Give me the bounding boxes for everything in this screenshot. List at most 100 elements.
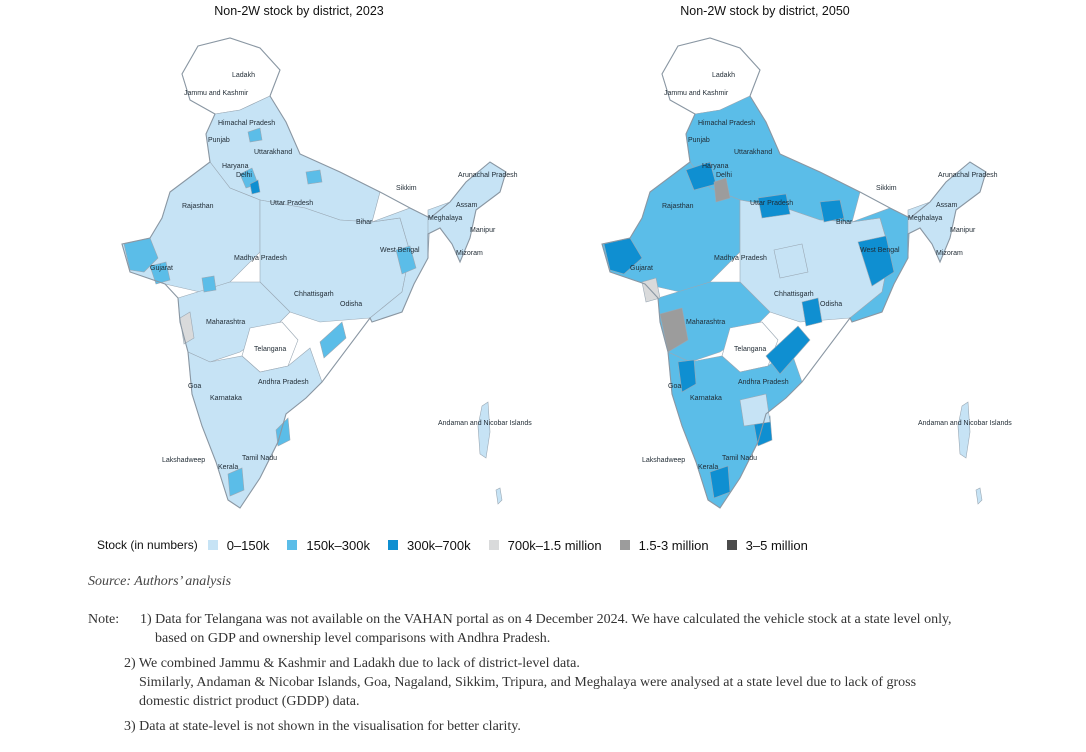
label-bihar: Bihar: [356, 219, 373, 226]
label-kerala: Kerala: [698, 464, 718, 471]
label-rajasthan: Rajasthan: [182, 203, 214, 210]
label-andhra-pradesh: Andhra Pradesh: [258, 379, 309, 386]
label-uttar-pradesh: Uttar Pradesh: [750, 200, 793, 207]
label-bihar: Bihar: [836, 219, 853, 226]
label-madhya-pradesh: Madhya Pradesh: [234, 255, 287, 262]
legend-item: 0–150k: [207, 537, 270, 553]
district-highlight: [801, 297, 823, 327]
label-goa: Goa: [668, 383, 681, 390]
legend-item: 1.5-3 million: [619, 538, 709, 553]
note-2-line-1: 2) We combined Jammu & Kashmir and Ladak…: [124, 656, 580, 671]
label-manipur: Manipur: [950, 227, 976, 234]
label-chhattisgarh: Chhattisgarh: [294, 291, 334, 298]
label-jammu-kashmir: Jammu and Kashmir: [184, 90, 249, 97]
label-goa: Goa: [188, 383, 201, 390]
india-outline-2050: [601, 37, 987, 509]
label-mizoram: Mizoram: [936, 250, 963, 257]
legend-swatch: [619, 540, 630, 550]
note-prefix: Note:: [88, 612, 120, 627]
district-highlight: [395, 245, 417, 275]
india-map-2023: Ladakh Jammu and Kashmir Himachal Prades…: [121, 37, 532, 509]
label-karnataka: Karnataka: [690, 395, 722, 402]
label-maharashtra: Maharashtra: [686, 319, 725, 326]
district-highlight: [765, 325, 811, 375]
label-telangana: Telangana: [254, 346, 286, 353]
label-west-bengal: West Bengal: [860, 247, 900, 254]
district-highlight: [249, 179, 261, 195]
legend-item: 300k–700k: [387, 537, 471, 553]
label-himachal: Himachal Pradesh: [218, 120, 275, 127]
andaman-islands: [477, 401, 491, 459]
label-tamil-nadu: Tamil Nadu: [722, 455, 757, 462]
label-ladakh: Ladakh: [712, 72, 735, 79]
label-odisha: Odisha: [340, 301, 362, 308]
map-2023-regions: [121, 37, 507, 509]
label-gujarat: Gujarat: [630, 265, 653, 272]
label-haryana: Haryana: [702, 163, 729, 170]
legend-label: 700k–1.5 million: [507, 537, 602, 553]
note-1: Note: 1) Data for Telangana was not avai…: [88, 610, 1048, 648]
map-2050-regions: [601, 37, 987, 509]
map-title-2023: Non-2W stock by district, 2023: [214, 4, 384, 18]
legend-swatch: [287, 540, 298, 550]
label-meghalaya: Meghalaya: [428, 215, 462, 222]
label-rajasthan: Rajasthan: [662, 203, 694, 210]
label-meghalaya: Meghalaya: [908, 215, 942, 222]
note-1-line-2: based on GDP and ownership level compari…: [155, 631, 551, 646]
label-uttarakhand: Uttarakhand: [734, 149, 772, 156]
label-delhi: Delhi: [716, 172, 732, 179]
map-title-2050: Non-2W stock by district, 2050: [680, 4, 850, 18]
andaman-islands: [957, 401, 971, 459]
label-maharashtra: Maharashtra: [206, 319, 245, 326]
district-highlight: [305, 169, 323, 185]
label-ladakh: Ladakh: [232, 72, 255, 79]
legend-item: 700k–1.5 million: [488, 537, 602, 553]
note-1-line-1: 1) Data for Telangana was not available …: [140, 612, 952, 627]
district-highlight: [247, 127, 263, 143]
label-odisha: Odisha: [820, 301, 842, 308]
district-highlight: [773, 243, 809, 279]
label-madhya-pradesh: Madhya Pradesh: [714, 255, 767, 262]
legend-label: 0–150k: [226, 537, 270, 553]
label-lakshadweep: Lakshadweep: [642, 457, 685, 464]
label-west-bengal: West Bengal: [380, 247, 420, 254]
region-south: [187, 347, 323, 509]
label-karnataka: Karnataka: [210, 395, 242, 402]
label-uttarakhand: Uttarakhand: [254, 149, 292, 156]
label-gujarat: Gujarat: [150, 265, 173, 272]
legend-title: Stock (in numbers): [97, 538, 198, 552]
note-3-line-1: 3) Data at state-level is not shown in t…: [124, 719, 521, 734]
label-arunachal: Arunachal Pradesh: [938, 172, 998, 179]
legend-item: 3–5 million: [726, 538, 808, 553]
legend-swatch: [207, 540, 218, 550]
legend-label: 300k–700k: [406, 537, 471, 553]
district-highlight: [739, 393, 771, 427]
legend-swatch: [387, 540, 398, 550]
note-2-line-2: Similarly, Andaman & Nicobar Islands, Go…: [139, 675, 917, 690]
legend-swatch: [488, 540, 499, 550]
india-map-2050: Ladakh Jammu and Kashmir Himachal Prades…: [601, 37, 1012, 509]
label-sikkim: Sikkim: [396, 185, 417, 192]
label-assam: Assam: [456, 202, 478, 209]
map-legend: Stock (in numbers) 0–150k 150k–300k 300k…: [97, 536, 826, 554]
label-arunachal: Arunachal Pradesh: [458, 172, 518, 179]
district-highlight: [201, 275, 217, 293]
label-assam: Assam: [936, 202, 958, 209]
map-2050-labels: Ladakh Jammu and Kashmir Himachal Prades…: [630, 72, 1012, 471]
nicobar-islands: [975, 487, 983, 505]
district-highlight: [713, 177, 731, 203]
label-delhi: Delhi: [236, 172, 252, 179]
label-kerala: Kerala: [218, 464, 238, 471]
label-tamil-nadu: Tamil Nadu: [242, 455, 277, 462]
label-mizoram: Mizoram: [456, 250, 483, 257]
label-himachal: Himachal Pradesh: [698, 120, 755, 127]
district-highlight: [819, 199, 845, 223]
note-2: 2) We combined Jammu & Kashmir and Ladak…: [88, 654, 1048, 711]
note-3: 3) Data at state-level is not shown in t…: [88, 717, 1048, 736]
label-punjab: Punjab: [208, 137, 230, 144]
district-highlight: [757, 193, 791, 219]
district-highlight: [677, 359, 697, 393]
district-highlight: [319, 321, 347, 359]
district-highlight: [149, 261, 171, 285]
label-haryana: Haryana: [222, 163, 249, 170]
